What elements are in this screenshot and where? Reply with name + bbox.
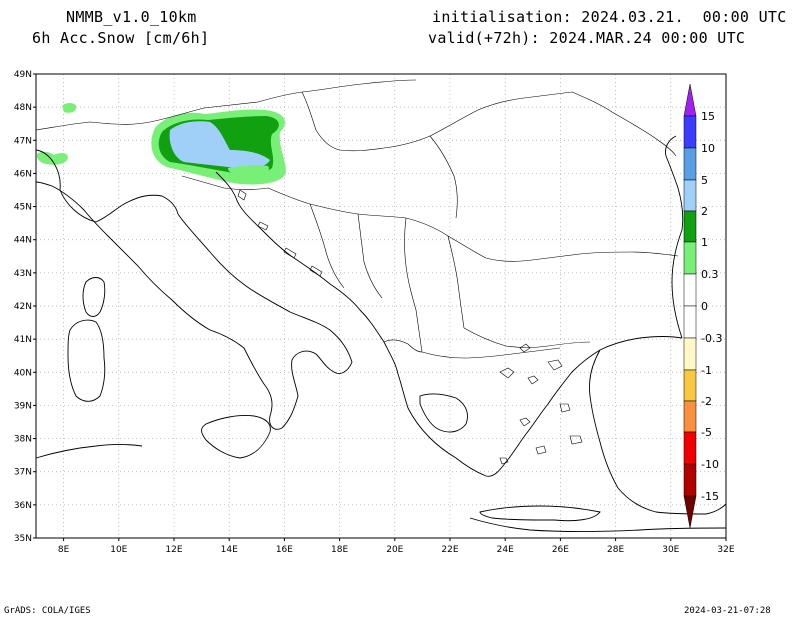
colorbar-label: 0.3 (701, 268, 719, 281)
colorbar-label: 2 (701, 205, 708, 218)
colorbar-segment (683, 369, 697, 402)
colorbar-label: -10 (701, 458, 719, 471)
lat-label: 35N (14, 534, 32, 544)
colorbar-label: -15 (701, 490, 719, 503)
colorbar-segment (683, 147, 697, 181)
lat-label: 45N (14, 203, 32, 213)
footer-credit: GrADS: COLA/IGES (4, 606, 91, 616)
lat-label: 40N (14, 368, 32, 378)
colorbar-label: 15 (701, 110, 715, 123)
model-title: NMMB_v1.0_10km (66, 8, 197, 26)
snow-field (36, 103, 286, 185)
lon-label: 24E (497, 545, 514, 555)
snow-light-streak (228, 165, 269, 176)
country-borders (35, 79, 679, 359)
lat-label: 38N (14, 435, 32, 445)
lon-label: 16E (276, 545, 293, 555)
lat-label: 44N (14, 236, 32, 246)
lon-label: 22E (441, 545, 458, 555)
lat-label: 42N (14, 302, 32, 312)
colorbar-label: -0.3 (701, 332, 722, 345)
colorbar-label: -1 (701, 364, 712, 377)
field-title: 6h Acc.Snow [cm/6h] (32, 29, 210, 47)
colorbar-segment (683, 337, 697, 371)
colorbar-label: -2 (701, 395, 712, 408)
lon-label: 10E (110, 545, 127, 555)
lon-label: 28E (607, 545, 624, 555)
lat-label: 43N (14, 269, 32, 279)
colorbar-segment (683, 463, 697, 497)
longitude-axis: 8E 10E 12E 14E 16E 18E 20E 22E 24E 26E 28E 30E 32E (58, 538, 735, 555)
colorbar-label: 5 (701, 174, 708, 187)
lon-label: 32E (717, 545, 734, 555)
colorbar-label: 1 (701, 236, 708, 249)
colorbar-segment (683, 241, 697, 275)
lat-label: 39N (14, 401, 32, 411)
colorbar-segment (683, 305, 697, 339)
colorbar-segment (683, 273, 697, 307)
coastlines (35, 135, 727, 532)
colorbar-label: 0 (701, 300, 708, 313)
colorbar-segment (683, 431, 697, 465)
colorbar-segment (683, 179, 697, 212)
init-time: initialisation: 2024.03.21. 00:00 UTC (432, 8, 787, 26)
lon-label: 12E (165, 545, 182, 555)
lat-label: 48N (14, 103, 32, 113)
colorbar-segment (683, 400, 697, 433)
colorbar-segment (683, 210, 697, 243)
snow-heavy-area (169, 121, 270, 169)
valid-time: valid(+72h): 2024.MAR.24 00:00 UTC (428, 29, 746, 47)
lon-label: 26E (552, 545, 569, 555)
colorbar-segment (683, 115, 697, 149)
colorbar: 15 10 5 2 1 0.3 0 -0.3 -1 -2 -5 -10 -15 (683, 83, 722, 529)
footer-timestamp: 2024-03-21-07:28 (684, 606, 771, 616)
lon-label: 20E (386, 545, 403, 555)
islands (237, 189, 583, 465)
lat-label: 36N (14, 501, 32, 511)
colorbar-bottom-triangle (683, 495, 697, 529)
snow-light-spot (36, 151, 68, 165)
lat-label: 41N (14, 335, 32, 345)
colorbar-label: 10 (701, 142, 715, 155)
snow-light-spot (62, 103, 77, 113)
lat-label: 49N (14, 70, 32, 80)
lon-label: 8E (58, 545, 70, 555)
latitude-axis: 49N 48N 47N 46N 45N 44N 43N 42N 41N 40N 39N 38N 37N 3… (14, 70, 36, 544)
lon-label: 14E (221, 545, 238, 555)
lat-lon-grid (36, 74, 726, 538)
colorbar-label: -5 (701, 426, 712, 439)
lat-label: 47N (14, 136, 32, 146)
lon-label: 30E (662, 545, 679, 555)
lat-label: 46N (14, 169, 32, 179)
lon-label: 18E (331, 545, 348, 555)
lat-label: 37N (14, 468, 32, 478)
